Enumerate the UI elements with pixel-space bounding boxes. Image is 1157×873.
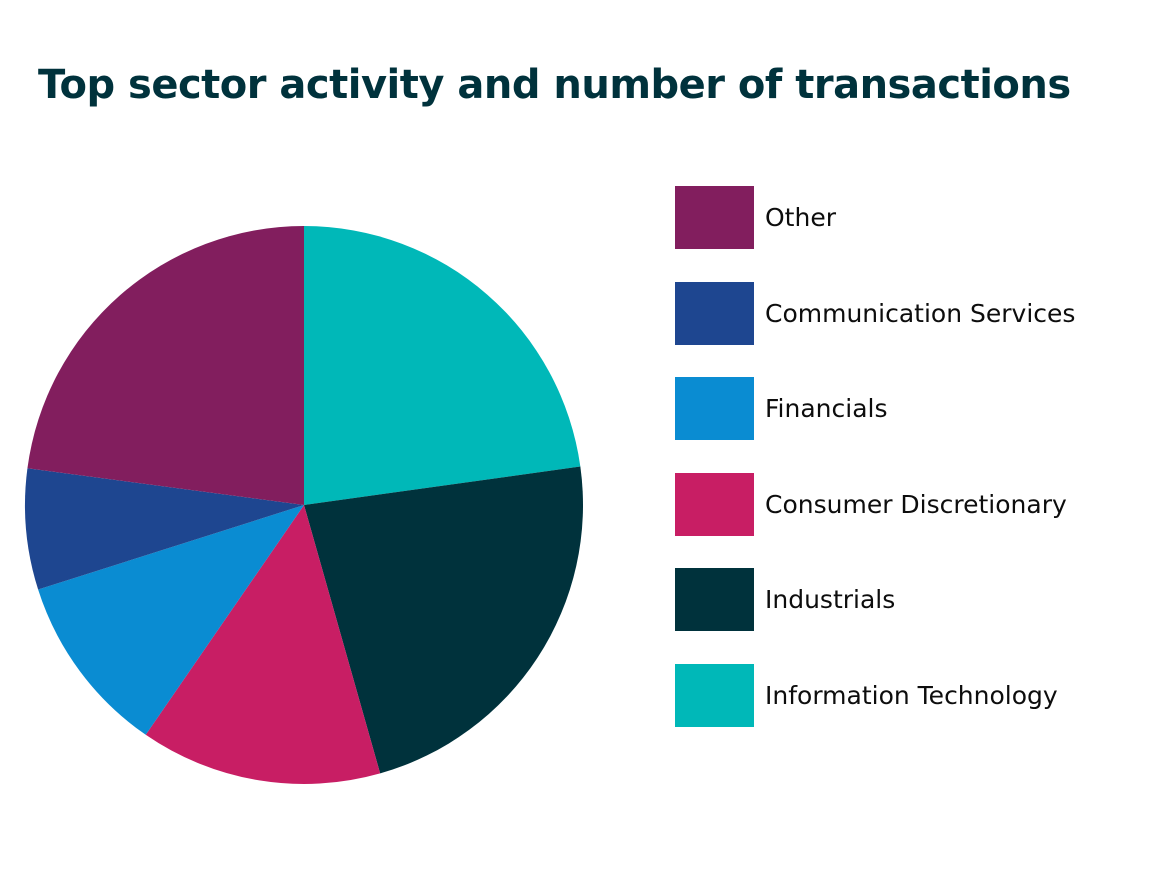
legend-label: Information Technology — [765, 680, 1058, 710]
chart-title: Top sector activity and number of transa… — [38, 62, 1071, 108]
legend-item-consumer-discretionary: Consumer Discretionary — [675, 472, 1075, 536]
legend-item-communication-services: Communication Services — [675, 281, 1076, 345]
pie-slice-other — [27, 226, 305, 505]
legend-swatch — [675, 663, 754, 727]
legend-item-other: Other — [675, 186, 1075, 249]
legend-label: Consumer Discretionary — [765, 489, 1067, 519]
legend-item-financials: Financials — [675, 377, 1075, 441]
pie-slice-consumer-discretionary — [145, 505, 381, 785]
legend-label: Communication Services — [765, 298, 1076, 328]
legend-swatch — [675, 568, 754, 632]
legend-swatch — [675, 186, 754, 249]
legend-label: Industrials — [765, 585, 896, 615]
pie-slice-communication-services — [25, 468, 304, 590]
pie-slice-information-technology — [304, 226, 581, 505]
legend-swatch — [675, 281, 754, 345]
pie-slice-industrials — [304, 466, 584, 774]
legend-swatch — [675, 377, 754, 441]
pie-slice-financials — [38, 505, 305, 735]
legend-label: Other — [765, 203, 836, 232]
chart-legend: Other Communication Services Financials Con… — [675, 186, 1075, 760]
legend-swatch — [675, 472, 754, 536]
legend-item-information-technology: Information Technology — [675, 663, 1075, 727]
legend-item-industrials: Industrials — [675, 568, 1075, 632]
legend-label: Financials — [765, 394, 888, 424]
